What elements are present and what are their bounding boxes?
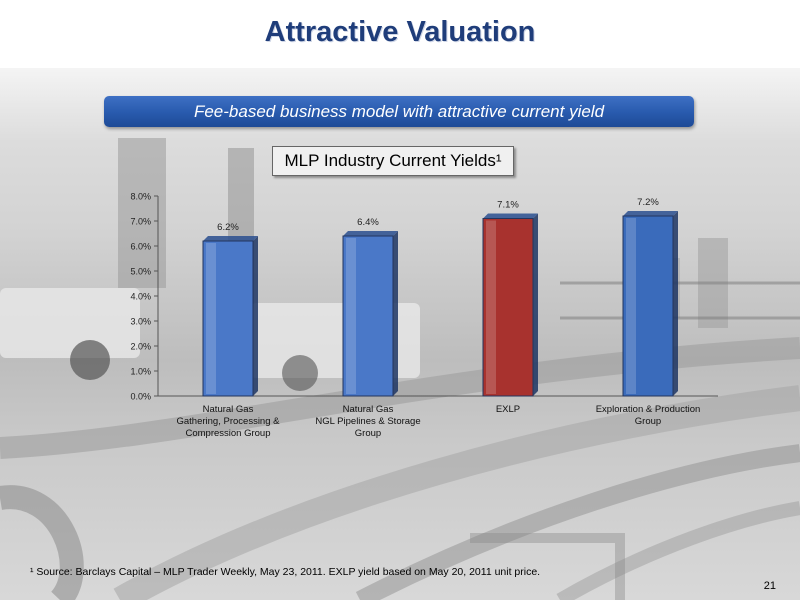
- y-tick-label: 2.0%: [130, 342, 151, 352]
- data-label: 6.4%: [357, 217, 379, 228]
- bar-side: [393, 231, 398, 396]
- x-tick-label: Natural Gas: [343, 404, 394, 415]
- x-tick-label: Group: [355, 428, 381, 439]
- y-tick-label: 1.0%: [130, 367, 151, 377]
- x-tick-label: Natural Gas: [203, 404, 254, 415]
- y-tick-label: 8.0%: [130, 192, 151, 202]
- bar-top: [483, 213, 538, 219]
- x-tick-label: EXLP: [496, 404, 520, 415]
- y-tick-label: 0.0%: [130, 392, 151, 402]
- y-tick-label: 6.0%: [130, 242, 151, 252]
- y-tick-label: 3.0%: [130, 317, 151, 327]
- data-label: 7.1%: [497, 200, 519, 211]
- x-tick-label: Group: [635, 416, 661, 427]
- bar-highlight: [486, 220, 496, 394]
- x-tick-label: NGL Pipelines & Storage: [315, 416, 420, 427]
- bar-top: [203, 236, 258, 241]
- x-tick-label: Exploration & Production: [596, 404, 701, 415]
- bar: [342, 235, 394, 397]
- data-label: 6.2%: [217, 222, 239, 233]
- chart-title: MLP Industry Current Yields¹: [272, 146, 514, 176]
- banner-subtitle: Fee-based business model with attractive…: [104, 96, 694, 127]
- bar: [482, 218, 534, 397]
- y-tick-label: 7.0%: [130, 217, 151, 227]
- bar-top: [343, 231, 398, 236]
- page-number: 21: [763, 580, 776, 592]
- bar-highlight: [206, 243, 216, 394]
- x-tick-label: Gathering, Processing &: [177, 416, 281, 427]
- footnote: ¹ Source: Barclays Capital – MLP Trader …: [30, 566, 541, 578]
- bar: [202, 240, 254, 397]
- bar-top: [623, 211, 678, 216]
- bar-side: [673, 211, 678, 396]
- y-tick-label: 5.0%: [130, 267, 151, 277]
- y-tick-label: 4.0%: [130, 292, 151, 302]
- bar-highlight: [626, 218, 636, 394]
- bar-highlight: [346, 238, 356, 394]
- page-title: Attractive Valuation: [264, 16, 536, 48]
- bar-side: [253, 236, 258, 396]
- x-tick-label: Compression Group: [185, 428, 270, 439]
- data-label: 7.2%: [637, 197, 659, 208]
- bar: [622, 215, 674, 397]
- bar-side: [533, 213, 538, 396]
